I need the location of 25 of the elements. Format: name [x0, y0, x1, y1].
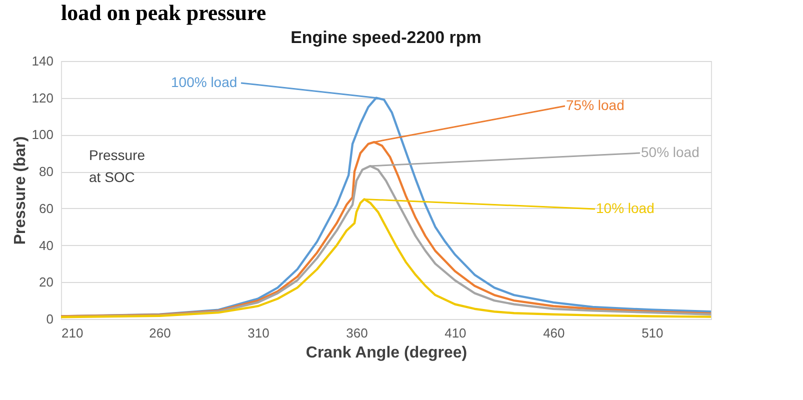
x-tick-label: 510	[642, 326, 664, 340]
y-tick-label: 140	[32, 54, 54, 68]
x-tick-label: 260	[149, 326, 171, 340]
x-tick-label: 410	[444, 326, 466, 340]
text: 10% load	[596, 200, 654, 216]
y-tick-label: 100	[32, 127, 54, 142]
annotation: Pressure at SOC	[89, 147, 146, 185]
y-tick-label: 0	[46, 312, 54, 326]
text: 75% load	[566, 97, 624, 113]
x-tick-label: 360	[346, 326, 368, 340]
chart-title: Engine speed-2200 rpm	[290, 28, 482, 47]
y-tick-label: 80	[39, 164, 54, 180]
text: 100% load	[171, 74, 238, 90]
x-tick-label: 210	[62, 326, 84, 340]
text: load on peak pressure	[61, 0, 266, 25]
y-tick-label: 20	[39, 274, 54, 290]
y-tick-label: 60	[39, 200, 54, 216]
x-tick-label: 310	[248, 326, 270, 340]
line-series	[60, 198, 712, 318]
y-axis-title: Pressure (bar)	[12, 136, 29, 245]
x-axis-title: Crank Angle (degree)	[306, 344, 468, 362]
x-tick-label: 460	[543, 326, 565, 340]
text: 50% load	[641, 144, 700, 160]
y-tick-label: 40	[39, 238, 54, 253]
y-tick-label: 120	[32, 90, 54, 106]
